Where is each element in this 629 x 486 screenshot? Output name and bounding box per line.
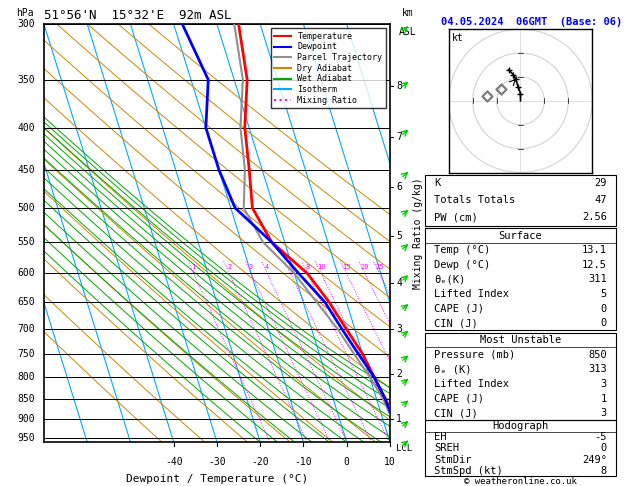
Text: Mixing Ratio (g/kg): Mixing Ratio (g/kg)	[413, 177, 423, 289]
Text: 0: 0	[601, 304, 607, 313]
Text: 47: 47	[594, 195, 607, 206]
Text: -10: -10	[294, 457, 313, 467]
Text: 04.05.2024  06GMT  (Base: 06): 04.05.2024 06GMT (Base: 06)	[441, 17, 622, 27]
Text: θₑ(K): θₑ(K)	[434, 275, 465, 284]
Text: 400: 400	[18, 122, 35, 133]
Text: EH: EH	[434, 432, 447, 442]
Text: 10: 10	[317, 264, 325, 270]
Text: 8: 8	[306, 264, 309, 270]
Text: 20: 20	[360, 264, 369, 270]
Text: ASL: ASL	[398, 27, 416, 37]
Text: 850: 850	[18, 394, 35, 403]
Text: 25: 25	[376, 264, 384, 270]
Text: 3: 3	[249, 264, 253, 270]
Text: 600: 600	[18, 268, 35, 278]
Text: 0: 0	[601, 443, 607, 453]
Text: Totals Totals: Totals Totals	[434, 195, 515, 206]
Text: Dewpoint / Temperature (°C): Dewpoint / Temperature (°C)	[126, 473, 308, 484]
Text: 6: 6	[396, 182, 402, 192]
Legend: Temperature, Dewpoint, Parcel Trajectory, Dry Adiabat, Wet Adiabat, Isotherm, Mi: Temperature, Dewpoint, Parcel Trajectory…	[271, 29, 386, 108]
Text: CAPE (J): CAPE (J)	[434, 304, 484, 313]
Text: hPa: hPa	[16, 8, 34, 18]
Text: StmDir: StmDir	[434, 454, 472, 465]
Text: 29: 29	[594, 178, 607, 189]
Text: 7: 7	[396, 132, 402, 142]
Text: 249°: 249°	[582, 454, 607, 465]
Text: 15: 15	[342, 264, 351, 270]
Text: CIN (J): CIN (J)	[434, 408, 478, 418]
Text: 311: 311	[588, 275, 607, 284]
Text: 3: 3	[601, 379, 607, 389]
Text: kt: kt	[452, 34, 464, 43]
Text: 700: 700	[18, 324, 35, 334]
Text: 450: 450	[18, 165, 35, 175]
Text: K: K	[434, 178, 440, 189]
Text: -30: -30	[208, 457, 226, 467]
Text: SREH: SREH	[434, 443, 459, 453]
Text: 950: 950	[18, 434, 35, 444]
Text: PW (cm): PW (cm)	[434, 212, 478, 223]
Text: -20: -20	[252, 457, 269, 467]
Text: km: km	[401, 8, 413, 18]
Text: StmSpd (kt): StmSpd (kt)	[434, 466, 503, 476]
Text: 0: 0	[344, 457, 350, 467]
Text: Most Unstable: Most Unstable	[480, 335, 561, 345]
Text: 300: 300	[18, 19, 35, 29]
Text: 51°56'N  15°32'E  92m ASL: 51°56'N 15°32'E 92m ASL	[44, 9, 231, 22]
Text: 313: 313	[588, 364, 607, 374]
Text: 1: 1	[396, 414, 402, 424]
Text: CAPE (J): CAPE (J)	[434, 394, 484, 403]
Text: 5: 5	[396, 231, 402, 241]
Text: © weatheronline.co.uk: © weatheronline.co.uk	[464, 477, 577, 486]
Text: 5: 5	[601, 289, 607, 299]
Text: 4: 4	[396, 278, 402, 288]
Text: 0: 0	[601, 318, 607, 328]
Text: 12.5: 12.5	[582, 260, 607, 270]
Text: LCL: LCL	[396, 444, 413, 453]
Text: 2.56: 2.56	[582, 212, 607, 223]
Text: -40: -40	[165, 457, 182, 467]
Text: Surface: Surface	[499, 231, 542, 241]
Text: Lifted Index: Lifted Index	[434, 379, 509, 389]
Text: 850: 850	[588, 350, 607, 360]
Text: Temp (°C): Temp (°C)	[434, 245, 491, 255]
Text: 2: 2	[227, 264, 231, 270]
Text: Lifted Index: Lifted Index	[434, 289, 509, 299]
Text: 3: 3	[396, 324, 402, 334]
Text: 8: 8	[601, 466, 607, 476]
Text: Hodograph: Hodograph	[493, 421, 548, 431]
Text: 2: 2	[396, 369, 402, 380]
Text: 8: 8	[396, 81, 402, 91]
Text: -5: -5	[594, 432, 607, 442]
Text: 3: 3	[601, 408, 607, 418]
Text: 750: 750	[18, 348, 35, 359]
Text: 13.1: 13.1	[582, 245, 607, 255]
Text: 900: 900	[18, 414, 35, 424]
Text: 1: 1	[601, 394, 607, 403]
Text: 550: 550	[18, 237, 35, 247]
Text: 350: 350	[18, 75, 35, 85]
Text: 10: 10	[384, 457, 396, 467]
Text: 1: 1	[191, 264, 196, 270]
Text: 4: 4	[265, 264, 269, 270]
Text: Dewp (°C): Dewp (°C)	[434, 260, 491, 270]
Text: 650: 650	[18, 297, 35, 307]
Text: 6: 6	[289, 264, 292, 270]
Text: Pressure (mb): Pressure (mb)	[434, 350, 515, 360]
Text: CIN (J): CIN (J)	[434, 318, 478, 328]
Text: 800: 800	[18, 372, 35, 382]
Text: θₑ (K): θₑ (K)	[434, 364, 472, 374]
Text: 500: 500	[18, 203, 35, 213]
